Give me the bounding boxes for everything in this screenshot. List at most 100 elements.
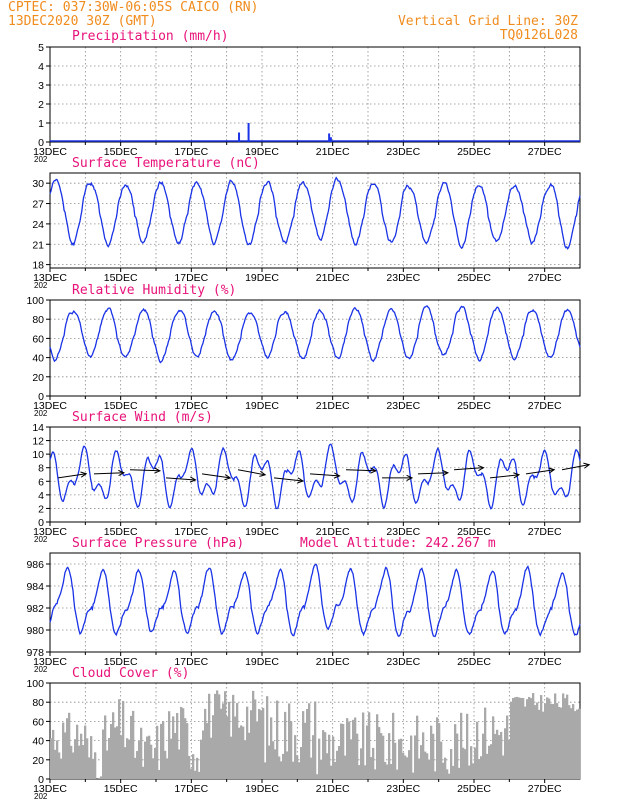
- wind-arrow-head: [442, 469, 450, 477]
- wind-arrow: [93, 472, 124, 475]
- cloud-bar: [62, 722, 65, 779]
- cloud-bar: [216, 690, 219, 779]
- cloud-bar: [122, 701, 125, 779]
- cloud-bar: [68, 712, 71, 779]
- x-tick-label: 13DEC: [33, 656, 67, 668]
- cloud-bar: [542, 711, 545, 779]
- x-tick-label: 17DEC: [174, 526, 208, 538]
- cloud-bar: [130, 715, 133, 779]
- wind-arrow-head: [333, 472, 341, 479]
- cloud-bar: [490, 744, 493, 779]
- precip-bar: [238, 132, 241, 142]
- cloud-bar: [58, 752, 61, 779]
- cloud-bar: [90, 736, 93, 779]
- cloud-bar: [276, 700, 279, 779]
- y-tick-label: 980: [26, 625, 44, 637]
- cloud-bar: [274, 749, 277, 779]
- cloud-bar: [162, 721, 165, 779]
- cloud-bar: [134, 757, 137, 779]
- cloud-bar: [246, 706, 249, 779]
- cloud-bar: [566, 694, 569, 779]
- cloud-bar: [358, 765, 361, 779]
- cloud-bar: [544, 703, 547, 779]
- cloud-bar: [222, 703, 225, 779]
- cloud-bar: [520, 697, 523, 779]
- cloud-bar: [446, 769, 449, 779]
- wind-arrow-head: [118, 469, 126, 477]
- x-tick-label: 17DEC: [174, 656, 208, 668]
- x-tick-label: 19DEC: [245, 656, 279, 668]
- cloud-bar: [546, 697, 549, 779]
- cloud-bar: [186, 723, 189, 779]
- x-tick-label: 15DEC: [104, 400, 138, 412]
- cloud-bar: [418, 758, 421, 779]
- cloud-bar: [422, 732, 425, 779]
- cloud-bar: [240, 725, 243, 779]
- cloud-bar: [384, 761, 387, 779]
- cloud-bar: [230, 736, 233, 779]
- cloud-bar: [466, 713, 469, 779]
- cloud-bar: [56, 740, 59, 779]
- wind-arrow: [165, 477, 196, 481]
- cloud-bar: [554, 693, 557, 779]
- cloud-bar: [238, 727, 241, 779]
- panel-frame: [49, 299, 581, 397]
- x-tick-label: 23DEC: [386, 146, 420, 158]
- x-tick-label: 27DEC: [528, 656, 562, 668]
- wind-arrow: [129, 469, 160, 472]
- cloud-bar: [372, 747, 375, 779]
- wind-arrow-head: [297, 477, 305, 484]
- cloud-bar: [578, 708, 581, 779]
- wind-arrow-head: [370, 467, 378, 474]
- wind-arrow: [237, 469, 266, 476]
- y-tick-label: 6: [38, 476, 44, 488]
- y-tick-label: 10: [32, 449, 44, 461]
- cloud-bar: [526, 699, 529, 779]
- x-tick-label: 25DEC: [457, 656, 491, 668]
- cloud-bar: [80, 733, 83, 779]
- cloud-bar: [184, 718, 187, 779]
- cloud-bar: [342, 723, 345, 779]
- x-tick-label: 15DEC: [104, 146, 138, 158]
- panel-frame: [49, 46, 581, 143]
- y-tick-label: 1: [38, 118, 44, 130]
- cloud-bar: [536, 702, 539, 779]
- panel-frame: [49, 552, 581, 653]
- year-fragment: 202: [34, 792, 48, 800]
- cloud-bar: [556, 703, 559, 779]
- x-tick-label: 17DEC: [174, 400, 208, 412]
- wind-arrow-head: [513, 472, 521, 479]
- cloud-bar: [482, 733, 485, 779]
- panel-title: Surface Wind (m/s): [72, 410, 213, 425]
- x-tick-label: 15DEC: [104, 783, 138, 795]
- cloud-bar: [284, 711, 287, 779]
- cloud-bar: [302, 711, 305, 779]
- panel-rh: 0 20 40 60 80 100 13DEC 15DEC 17DEC 19DEC 21DEC 23D…: [26, 283, 581, 418]
- cloud-bar: [224, 691, 227, 779]
- cloud-bar: [376, 714, 379, 779]
- cloud-bar: [256, 721, 259, 779]
- cloud-bar: [448, 773, 451, 779]
- x-tick-label: 13DEC: [33, 783, 67, 795]
- cloud-bar: [426, 753, 429, 779]
- x-tick-label: 25DEC: [457, 783, 491, 795]
- wind-arrow: [525, 469, 555, 475]
- cloud-bar: [402, 752, 405, 779]
- cloud-bar: [268, 745, 271, 779]
- wind-arrow-head: [154, 467, 162, 474]
- x-tick-label: 27DEC: [528, 272, 562, 284]
- cloud-bar: [170, 738, 173, 779]
- cloud-bar: [180, 706, 183, 779]
- cloud-bar: [84, 725, 87, 779]
- cloud-bar: [430, 725, 433, 779]
- cloud-bar: [166, 758, 169, 779]
- cloud-bar: [304, 722, 307, 779]
- cloud-bar: [440, 741, 443, 779]
- wind-arrow-head: [224, 474, 232, 481]
- header-right-1: Vertical Grid Line: 30Z: [398, 14, 578, 29]
- x-tick-label: 23DEC: [386, 272, 420, 284]
- cloud-bar: [550, 703, 553, 779]
- cloud-bar: [198, 771, 201, 779]
- y-tick-label: 0: [38, 517, 44, 529]
- cloud-bar: [266, 696, 269, 779]
